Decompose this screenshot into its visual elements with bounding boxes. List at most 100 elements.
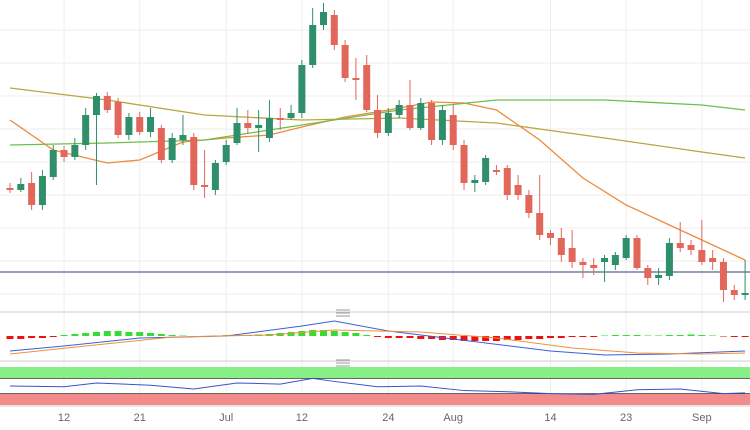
candle-body <box>28 183 36 205</box>
rsi-band <box>0 367 750 379</box>
histogram-bar <box>406 336 414 338</box>
candle-body <box>222 145 230 162</box>
candle-body <box>244 123 252 128</box>
histogram-bar <box>719 336 727 337</box>
x-tick-label: 12 <box>58 412 70 424</box>
candle-body <box>644 268 652 278</box>
candle-body <box>536 213 544 235</box>
candle-body <box>482 158 490 182</box>
histogram-bar <box>709 335 717 336</box>
histogram-bar <box>71 334 79 336</box>
candle-body <box>655 275 663 278</box>
histogram-bar <box>601 335 609 336</box>
panel-handle[interactable] <box>336 359 350 367</box>
histogram-bar <box>352 333 360 336</box>
histogram-bar <box>644 335 652 336</box>
candle-body <box>211 163 219 190</box>
candle-body <box>676 243 684 248</box>
candle-body <box>233 123 241 143</box>
candle-body <box>38 176 46 205</box>
candle-body <box>449 115 457 145</box>
candle-body <box>201 185 209 187</box>
candle-body <box>352 78 360 80</box>
candle-body <box>384 113 392 133</box>
histogram-bar <box>60 335 68 336</box>
histogram-bar <box>309 330 317 336</box>
histogram-bar <box>103 331 111 336</box>
candle-body <box>17 184 25 190</box>
x-tick-label: 23 <box>620 412 632 424</box>
candle-body <box>330 15 338 45</box>
grid <box>0 0 750 406</box>
histogram-bar <box>525 336 533 339</box>
candle-body <box>71 145 79 157</box>
candle-body <box>547 233 554 238</box>
indicator-line <box>9 329 746 355</box>
candle-body <box>92 96 100 115</box>
x-tick-label: Jul <box>219 412 233 424</box>
candle-body <box>741 293 749 295</box>
candle-body <box>60 150 68 157</box>
candle-body <box>460 145 468 183</box>
candle-body <box>125 117 133 135</box>
histogram-bar <box>6 336 14 339</box>
candle-body <box>428 103 436 140</box>
histogram-bar <box>633 335 641 336</box>
candle-body <box>611 255 619 265</box>
histogram-bar <box>374 336 382 337</box>
histogram-bar <box>590 336 598 337</box>
candle-body <box>687 245 695 250</box>
histogram-bar <box>330 331 338 336</box>
candle-body <box>406 105 414 128</box>
histogram-bar <box>557 336 565 338</box>
candle-body <box>417 103 425 128</box>
candle-body <box>49 150 57 177</box>
histogram-bar <box>363 335 371 336</box>
candle-body <box>395 105 403 115</box>
x-tick-label: 12 <box>296 412 308 424</box>
histogram-bar <box>676 335 684 336</box>
candle-body <box>341 45 349 78</box>
histogram-bar <box>611 335 619 336</box>
panel-handle[interactable] <box>336 309 350 317</box>
candle-body <box>665 243 673 276</box>
histogram-bar <box>17 336 25 339</box>
candle-body <box>568 248 576 262</box>
histogram-bar <box>622 335 630 336</box>
histogram-bar <box>687 334 695 336</box>
candle-body <box>698 250 706 262</box>
candle-body <box>287 113 295 118</box>
histogram-bar <box>82 333 90 336</box>
histogram-bar <box>460 336 468 341</box>
candle-body <box>276 118 284 120</box>
x-tick-label: Aug <box>443 412 463 424</box>
histogram-bar <box>38 336 46 338</box>
candle-body <box>147 117 155 132</box>
indicator-line <box>9 377 746 395</box>
x-tick-label: 21 <box>134 412 146 424</box>
histogram-bar <box>482 336 490 341</box>
histogram-bar <box>125 332 133 336</box>
candle-body <box>579 262 587 265</box>
histogram-bar <box>114 331 122 336</box>
candle-body <box>255 125 263 128</box>
candle-body <box>514 185 522 195</box>
candle-body <box>601 258 609 262</box>
histogram-bar <box>471 336 479 341</box>
histogram-bar <box>536 336 544 339</box>
candle-body <box>82 115 90 145</box>
candle-body <box>503 168 511 195</box>
candle-body <box>525 195 533 213</box>
histogram-bar <box>730 336 738 337</box>
histogram-bar <box>428 336 436 339</box>
histogram-bar <box>514 336 522 340</box>
candle-body <box>103 96 111 110</box>
indicator-line <box>9 320 746 356</box>
x-tick-label: 24 <box>382 412 394 424</box>
candle-body <box>136 117 144 132</box>
candle-body <box>319 12 327 25</box>
candle-body <box>622 238 630 258</box>
candle-body <box>265 118 273 138</box>
